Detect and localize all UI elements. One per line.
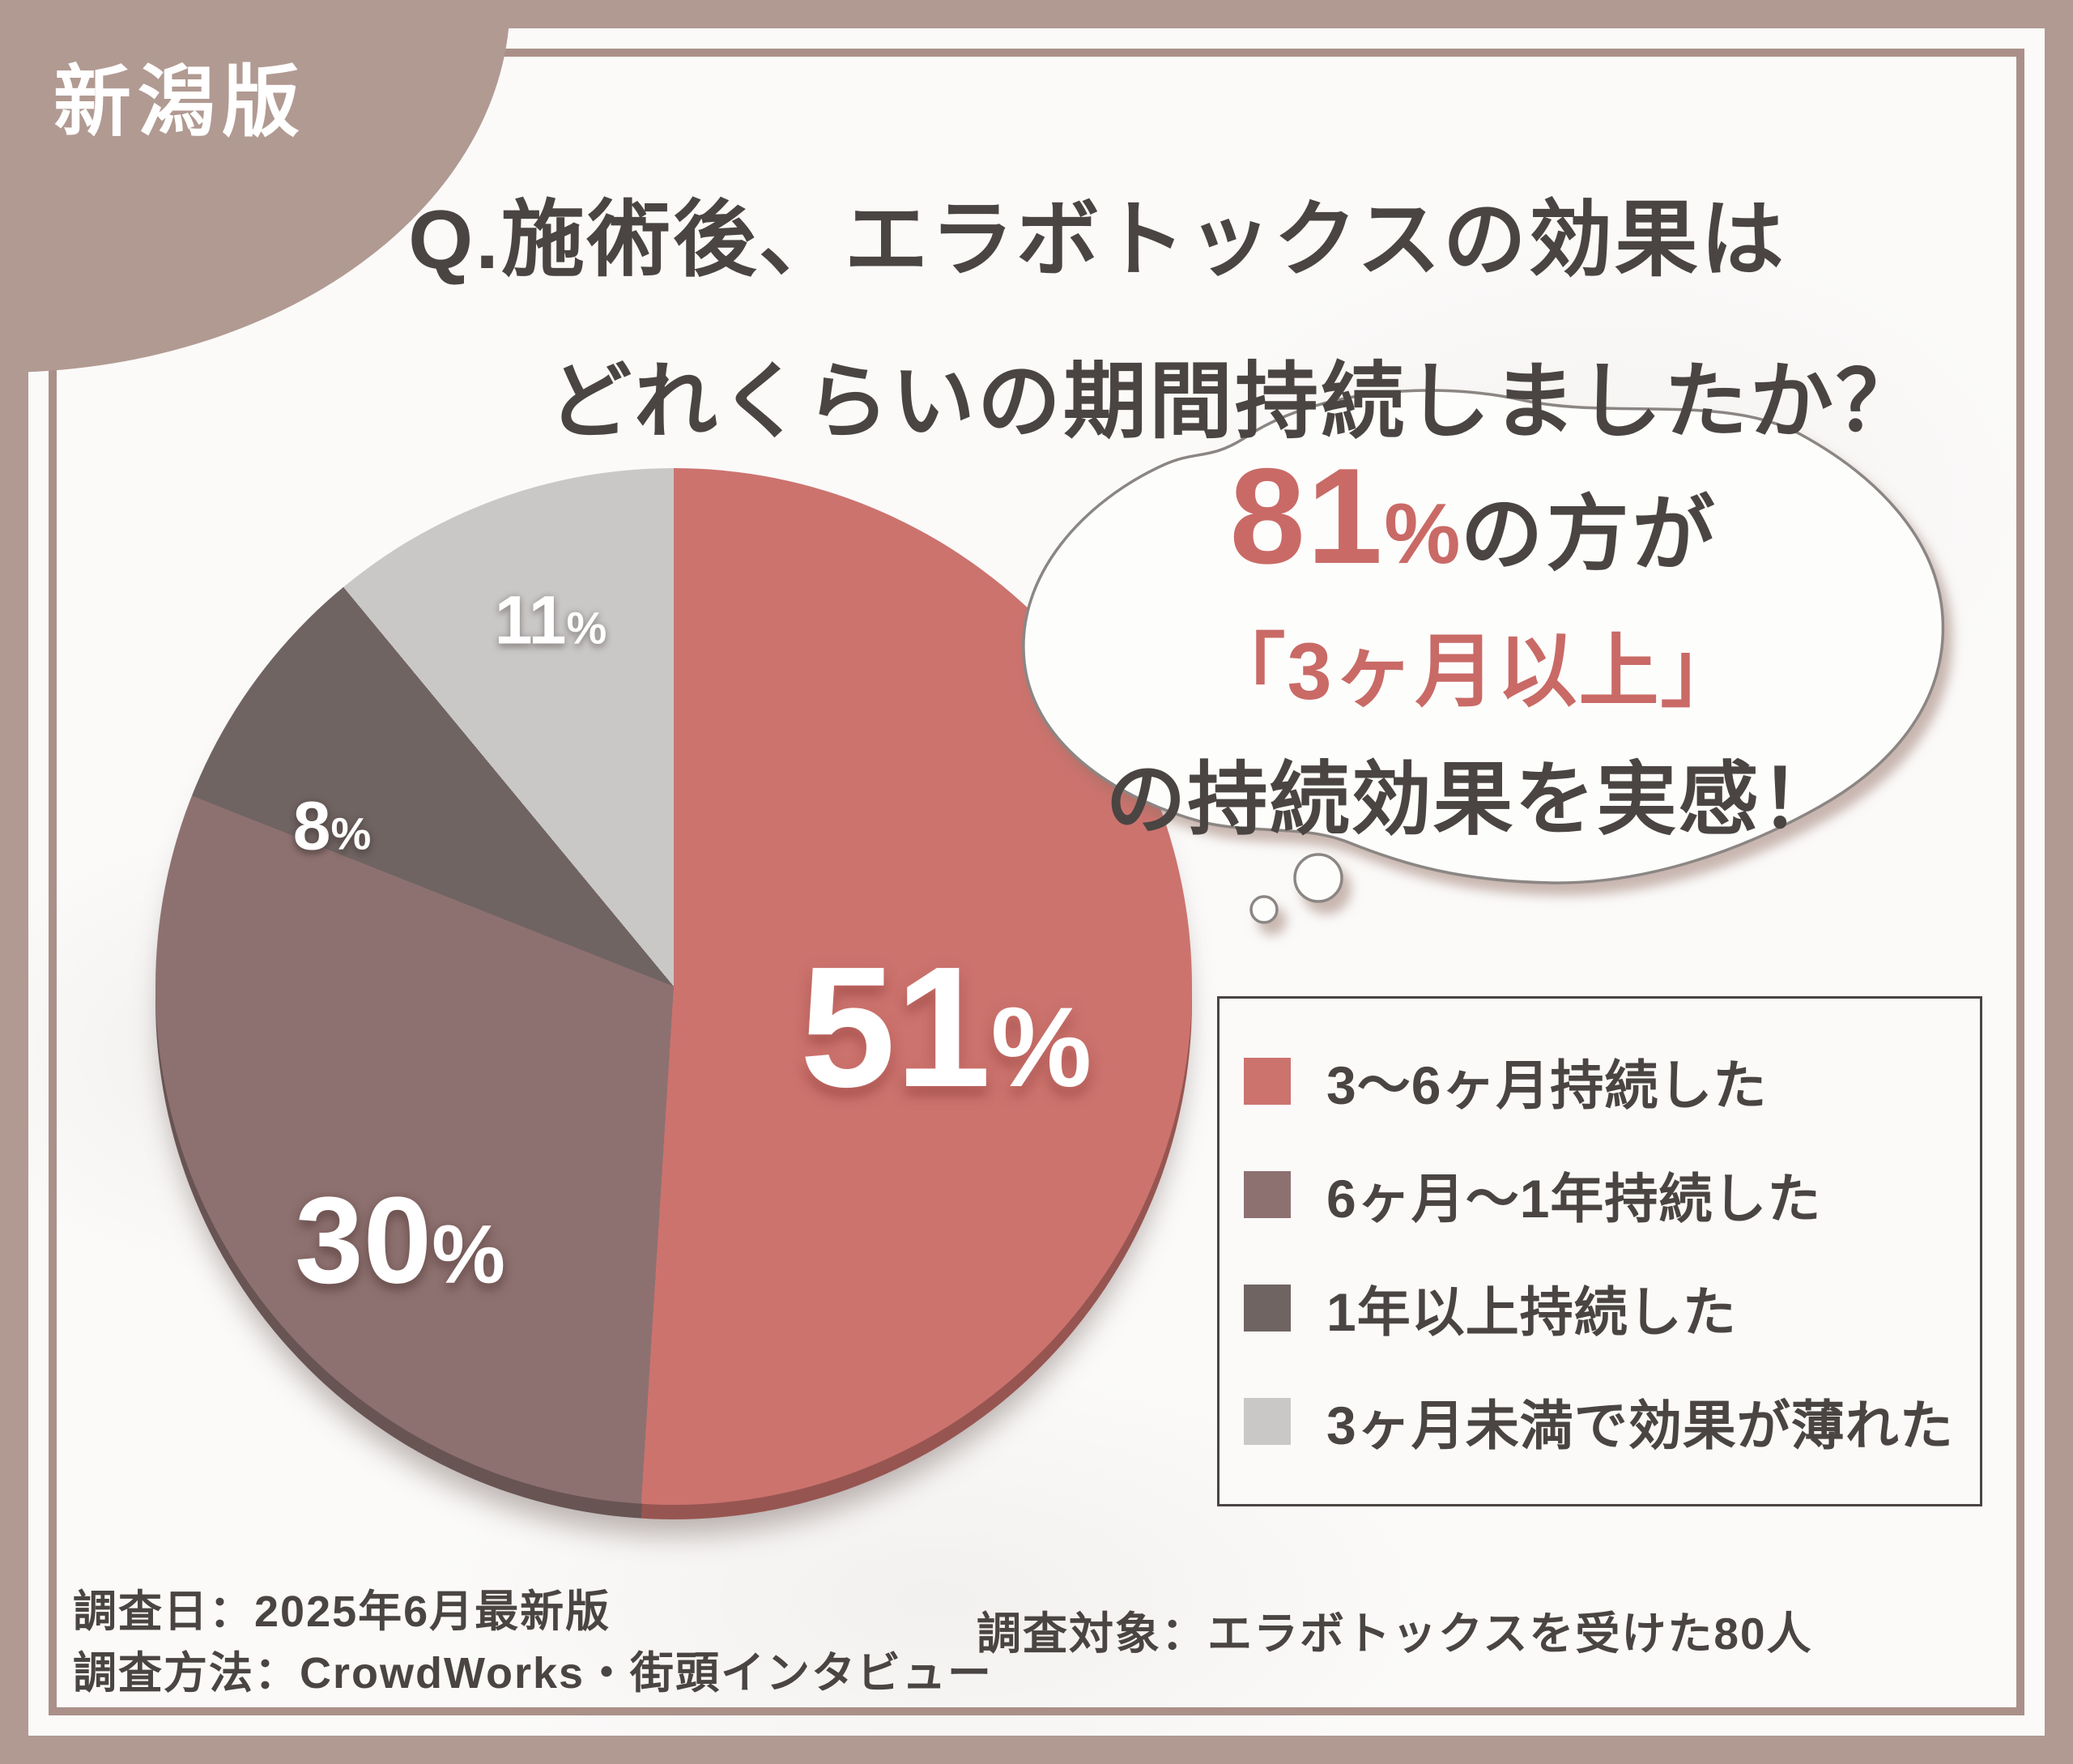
bubble-line-3: の持続効果を実感！ <box>1105 753 1842 844</box>
legend-swatch <box>1244 1058 1291 1105</box>
survey-date: 調査日：2025年6月最新版 <box>73 1587 611 1636</box>
thought-bubble-dot-large <box>1293 853 1343 903</box>
highlight-stat: 81 <box>1229 439 1385 592</box>
percent-sign: % <box>990 983 1092 1110</box>
percent-sign: % <box>330 807 372 859</box>
legend-item-under-3m: 3ヶ月未満で効果が薄れた <box>1244 1383 1980 1460</box>
percent-sign: % <box>1384 485 1461 582</box>
survey-method: 調査方法：CrowdWorks・街頭インタビュー <box>73 1649 994 1698</box>
pie-chart <box>155 468 1192 1505</box>
slice-value: 8 <box>292 787 331 864</box>
legend-swatch <box>1244 1398 1291 1445</box>
legend-item-3-6months: 3〜6ヶ月持続した <box>1244 1042 1980 1120</box>
pie-slice-label-3-6months: 51% <box>800 928 1092 1126</box>
thought-bubble-dot-small <box>1249 895 1279 924</box>
question-title: Q.施術後、エラボトックスの効果は どれくらいの期間持続しましたか？ <box>65 159 2008 483</box>
thought-bubble-text: 81% の方が 「3ヶ月以上」 の持続効果を実感！ <box>1053 438 1895 846</box>
thought-bubble <box>1022 389 1945 924</box>
legend-label: 3〜6ヶ月持続した <box>1326 1055 1768 1115</box>
legend-swatch <box>1244 1171 1291 1218</box>
region-badge: 新潟版 <box>53 59 306 146</box>
slice-value: 11 <box>494 582 567 658</box>
bubble-highlight-term: 「3ヶ月以上」 <box>1205 625 1743 716</box>
legend-label: 6ヶ月〜1年持続した <box>1326 1169 1822 1229</box>
slice-value: 51 <box>799 931 991 1123</box>
legend-label: 1年以上持続した <box>1326 1282 1737 1342</box>
legend-swatch <box>1244 1285 1291 1332</box>
pie-slice-label-under-3m: 11% <box>495 582 607 660</box>
survey-target: 調査対象：エラボトックスを受けた80人 <box>977 1608 1813 1659</box>
survey-meta-left: 調査日：2025年6月最新版 調査方法：CrowdWorks・街頭インタビュー <box>73 1581 993 1704</box>
percent-sign: % <box>566 602 607 654</box>
slice-value: 30 <box>295 1171 432 1310</box>
legend-item-over-1y: 1年以上持続した <box>1244 1269 1980 1347</box>
pie-slice-label-over-1y: 8% <box>293 787 372 866</box>
legend-label: 3ヶ月未満で効果が薄れた <box>1326 1395 1954 1455</box>
question-title-line1: Q.施術後、エラボトックスの効果は <box>408 193 1786 286</box>
chart-legend: 3〜6ヶ月持続した 6ヶ月〜1年持続した 1年以上持続した 3ヶ月未満で効果が薄… <box>1217 996 1982 1506</box>
pie-slice-label-6m-1y: 30% <box>295 1170 505 1312</box>
bubble-line-1: 81% の方が <box>1229 438 1718 594</box>
stat-suffix: の方が <box>1460 488 1718 581</box>
percent-sign: % <box>432 1208 505 1301</box>
legend-item-6m-1y: 6ヶ月〜1年持続した <box>1244 1156 1980 1234</box>
thought-bubble-body <box>1022 389 1945 884</box>
question-title-line2: どれくらいの期間持続しましたか？ <box>548 355 1922 448</box>
